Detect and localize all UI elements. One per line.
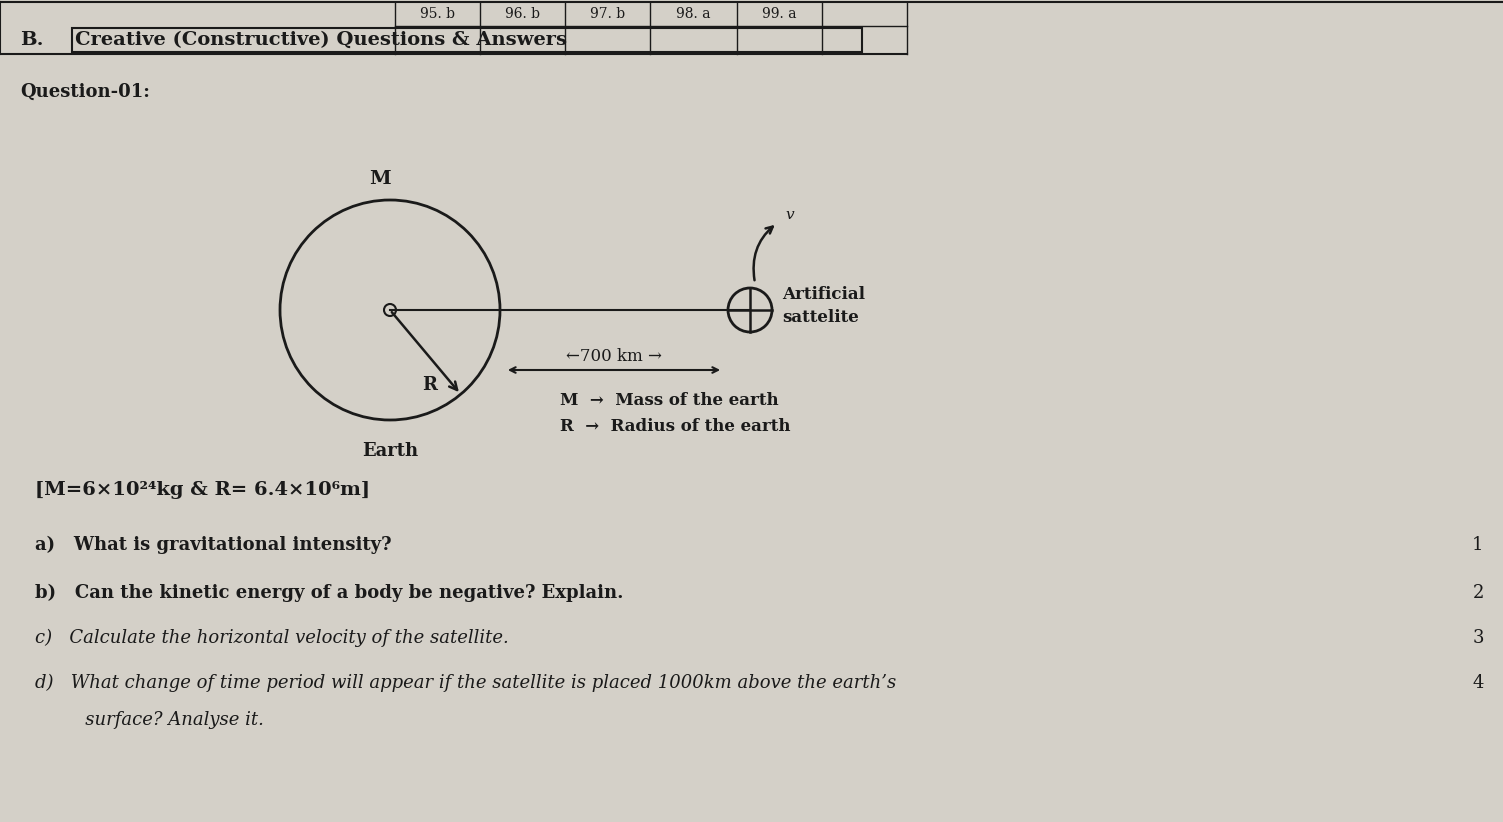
Text: 97. b: 97. b	[591, 7, 625, 21]
Text: Earth: Earth	[362, 442, 418, 460]
Text: R  →  Radius of the earth: R → Radius of the earth	[561, 418, 791, 435]
Text: [M=6×10²⁴kg & R= 6.4×10⁶m]: [M=6×10²⁴kg & R= 6.4×10⁶m]	[35, 481, 370, 499]
Text: d)   What change of time period will appear if the satellite is placed 1000km ab: d) What change of time period will appea…	[35, 674, 896, 692]
Text: Creative (Constructive) Questions & Answers: Creative (Constructive) Questions & Answ…	[75, 31, 567, 49]
Text: M: M	[370, 170, 391, 188]
Text: ←700 km →: ←700 km →	[567, 348, 661, 364]
Text: 98. a: 98. a	[676, 7, 711, 21]
Text: c)   Calculate the horizontal velocity of the satellite.: c) Calculate the horizontal velocity of …	[35, 629, 508, 647]
Text: 1: 1	[1473, 536, 1483, 554]
Text: v: v	[785, 208, 794, 222]
Text: 96. b: 96. b	[505, 7, 540, 21]
Text: 4: 4	[1473, 674, 1483, 692]
Text: surface? Analyse it.: surface? Analyse it.	[45, 711, 265, 729]
Text: 2: 2	[1473, 584, 1483, 602]
Text: 3: 3	[1473, 629, 1483, 647]
Text: Artificial
sattelite: Artificial sattelite	[782, 286, 866, 326]
Text: b)   Can the kinetic energy of a body be negative? Explain.: b) Can the kinetic energy of a body be n…	[35, 584, 624, 603]
Text: M  →  Mass of the earth: M → Mass of the earth	[561, 391, 779, 409]
Text: a)   What is gravitational intensity?: a) What is gravitational intensity?	[35, 536, 391, 554]
Text: R: R	[422, 376, 437, 394]
Text: 95. b: 95. b	[419, 7, 455, 21]
Text: B.: B.	[20, 31, 44, 49]
Text: 99. a: 99. a	[762, 7, 797, 21]
Text: Question-01:: Question-01:	[20, 83, 150, 101]
